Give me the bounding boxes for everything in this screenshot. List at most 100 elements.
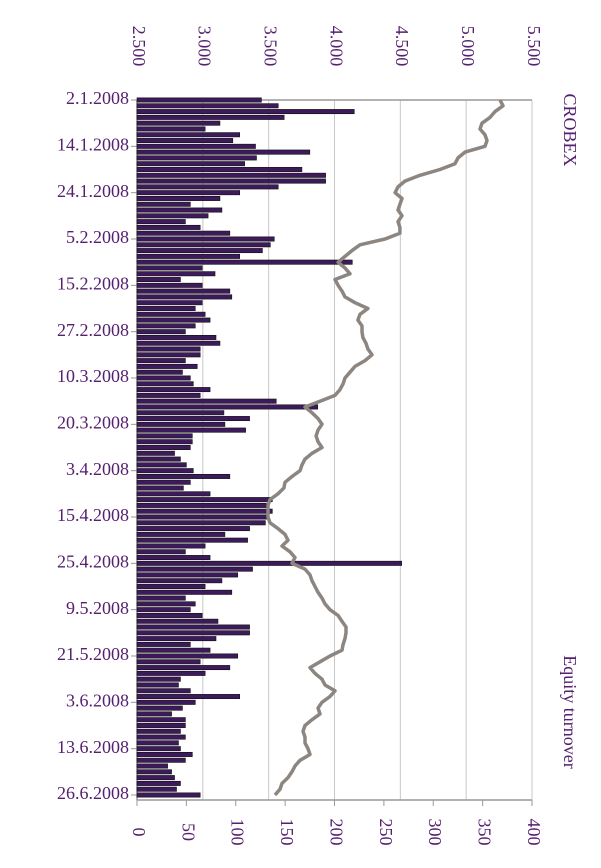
bar — [136, 560, 402, 566]
bar — [136, 317, 211, 323]
bar — [136, 259, 353, 265]
bar — [136, 242, 271, 248]
bar — [136, 502, 267, 508]
bar — [136, 659, 201, 665]
bar — [136, 213, 209, 219]
bar — [136, 780, 181, 786]
bar — [136, 653, 239, 659]
bar — [136, 155, 257, 161]
bar — [136, 630, 250, 636]
bar — [136, 537, 248, 543]
bar — [136, 520, 266, 526]
bar — [136, 201, 191, 207]
x-tick-label: 200 — [326, 819, 346, 846]
bar — [136, 340, 221, 346]
bar — [136, 734, 186, 740]
bar — [136, 427, 246, 433]
bar — [136, 508, 273, 514]
bar — [136, 219, 186, 225]
bar — [136, 624, 250, 630]
bar — [136, 109, 355, 115]
bar — [136, 728, 181, 734]
y-tick-label: 14.1.2008 — [57, 134, 129, 154]
bar — [136, 445, 191, 450]
bar — [136, 230, 231, 236]
bar — [136, 751, 193, 757]
y-tick-label: 26.6.2008 — [57, 783, 129, 803]
bar — [136, 288, 231, 294]
bar — [136, 224, 201, 230]
bar — [136, 468, 194, 474]
bar — [136, 514, 269, 520]
x-tick-label: 350 — [475, 819, 495, 846]
bar — [136, 694, 240, 700]
bar — [136, 161, 245, 167]
bar — [136, 618, 219, 624]
bar — [136, 647, 211, 653]
x-tick-label: 150 — [277, 819, 297, 846]
bar — [136, 311, 206, 317]
y-tick-label: 9.5.2008 — [66, 598, 129, 618]
bar — [136, 97, 262, 103]
x2-tick-label: 5.000 — [458, 26, 478, 67]
line — [266, 99, 505, 797]
bar — [136, 589, 233, 595]
bar — [136, 705, 183, 711]
bar — [136, 676, 181, 682]
bar — [136, 236, 275, 242]
y-tick-label: 15.2.2008 — [57, 273, 129, 293]
bar — [136, 306, 196, 311]
bar — [136, 404, 319, 410]
bar — [136, 190, 240, 196]
bar — [136, 352, 201, 358]
bar — [136, 682, 179, 688]
bar — [136, 207, 223, 213]
x2-tick-label: 4.500 — [392, 26, 412, 67]
bar — [136, 369, 183, 375]
bar — [136, 282, 203, 288]
bar — [136, 363, 198, 369]
x-tick-label: 0 — [129, 828, 149, 837]
x-tick-label: 250 — [376, 819, 396, 846]
bar — [136, 786, 177, 792]
bar — [136, 277, 181, 283]
bar — [136, 329, 186, 335]
bar — [136, 132, 240, 138]
bar — [136, 375, 191, 381]
bar — [136, 265, 203, 271]
bar — [136, 294, 233, 300]
bar — [136, 473, 231, 479]
bar — [136, 300, 203, 306]
bar — [136, 555, 211, 561]
bar — [136, 485, 184, 491]
bar — [136, 769, 172, 775]
bar — [136, 334, 217, 340]
x2-tick-label: 3.500 — [261, 26, 281, 67]
bar — [136, 584, 206, 589]
bar — [136, 126, 206, 132]
bar — [136, 572, 239, 578]
bar — [136, 392, 201, 398]
bar — [136, 746, 181, 752]
bar — [136, 543, 206, 549]
bar — [136, 757, 186, 763]
bar — [136, 763, 168, 769]
bar — [136, 578, 223, 584]
bar — [136, 595, 186, 601]
bar — [136, 549, 186, 555]
y-tick-label: 24.1.2008 — [57, 181, 129, 201]
bar — [136, 479, 191, 485]
bar — [136, 636, 217, 642]
bar — [136, 172, 326, 178]
bar — [136, 358, 186, 364]
y-tick-label: 3.6.2008 — [66, 690, 129, 710]
bar — [136, 450, 175, 456]
bar — [136, 248, 263, 254]
bar — [136, 717, 186, 723]
bar — [136, 103, 279, 109]
bar — [136, 711, 172, 717]
bar — [136, 462, 187, 468]
x2-axis-title: CROBEX — [560, 93, 580, 166]
y-tick-label: 5.2.2008 — [66, 227, 129, 247]
bar — [136, 143, 256, 149]
